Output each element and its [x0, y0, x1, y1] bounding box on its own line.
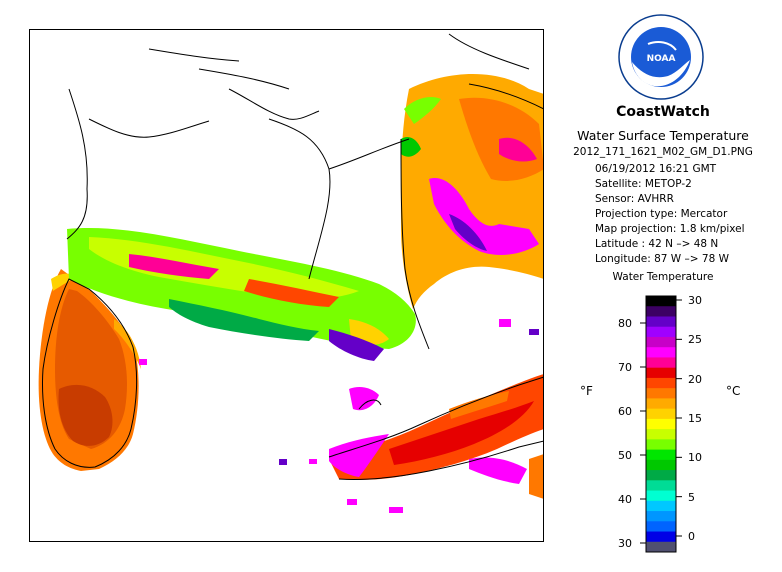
- colorbar-cell: [646, 408, 676, 420]
- celsius-tick-label: 25: [688, 333, 702, 347]
- colorbar-cell: [646, 439, 676, 451]
- celsius-tick-label: 10: [688, 451, 702, 465]
- fahrenheit-tick-label: 30: [618, 537, 632, 550]
- lake-erie: [329, 374, 544, 499]
- colorbar-cell: [646, 449, 676, 461]
- colorbar-cell: [646, 470, 676, 481]
- fahrenheit-tick-label: 80: [618, 317, 632, 330]
- map-projection-text: Map projection: 1.8 km/pixel: [595, 223, 745, 235]
- latitude-text: Latitude : 42 N –> 48 N: [595, 238, 719, 250]
- fahrenheit-tick-label: 40: [618, 493, 632, 506]
- colorbar-cell: [646, 541, 676, 553]
- colorbar-cell: [646, 326, 676, 338]
- colorbar-cell: [646, 429, 676, 440]
- sensor-text: Sensor: AVHRR: [595, 193, 674, 205]
- colorbar-cell: [646, 367, 676, 379]
- file-name: 2012_171_1621_M02_GM_D1.PNG: [573, 146, 753, 158]
- colorbar-cell: [646, 398, 676, 410]
- colorbar-cell: [646, 521, 676, 533]
- logo-text: NOAA: [647, 54, 676, 64]
- scattered-patches: [139, 319, 539, 513]
- unit-celsius: °C: [726, 384, 741, 398]
- sst-map: [29, 29, 544, 542]
- color-legend: °F °C 80 70 60 50 40 30 30 25 20 15 10 5 0: [560, 290, 770, 560]
- colorbar-cell: [646, 306, 676, 317]
- fahrenheit-tick-label: 70: [618, 361, 632, 374]
- colorbar-title: Water Temperature: [612, 271, 714, 283]
- lake-michigan: [38, 269, 141, 471]
- celsius-tick-label: 20: [688, 372, 702, 386]
- colorbar-cell: [646, 480, 676, 492]
- colorbar-cell: [646, 418, 676, 430]
- colorbar-cell: [646, 316, 676, 328]
- colorbar-cell: [646, 459, 676, 471]
- celsius-tick-label: 30: [688, 294, 702, 307]
- datetime-text: 06/19/2012 16:21 GMT: [595, 163, 717, 175]
- page-title: CoastWatch: [616, 104, 710, 120]
- colorbar-cell: [646, 500, 676, 512]
- fahrenheit-tick-label: 60: [618, 405, 632, 418]
- colorbar-cell: [646, 490, 676, 502]
- unit-fahrenheit: °F: [580, 384, 593, 398]
- celsius-tick-label: 0: [688, 530, 695, 543]
- coastlines: [42, 33, 544, 481]
- colorbar-frame: [645, 295, 677, 553]
- colorbar-cell: [646, 511, 676, 522]
- celsius-tick-label: 15: [688, 412, 702, 425]
- lake-huron: [400, 74, 544, 309]
- colorbar-cell: [646, 347, 676, 358]
- colorbar-cell: [646, 336, 676, 348]
- colorbar-cell: [646, 377, 676, 389]
- colorbar-cell: [646, 531, 676, 543]
- page-subtitle: Water Surface Temperature: [577, 128, 749, 143]
- noaa-logo: NOAA: [618, 14, 704, 100]
- celsius-tick-label: 5: [688, 490, 695, 504]
- northern-cloud-band: [67, 228, 416, 361]
- colorbar-svg: [640, 295, 682, 553]
- fahrenheit-tick-label: 50: [618, 449, 632, 462]
- longitude-text: Longitude: 87 W –> 78 W: [595, 253, 729, 265]
- satellite-text: Satellite: METOP-2: [595, 178, 692, 190]
- colorbar-cell: [646, 357, 676, 369]
- colorbar-cell: [646, 296, 676, 307]
- map-border: [29, 29, 544, 542]
- projection-type-text: Projection type: Mercator: [595, 208, 728, 220]
- colorbar-cell: [646, 388, 676, 399]
